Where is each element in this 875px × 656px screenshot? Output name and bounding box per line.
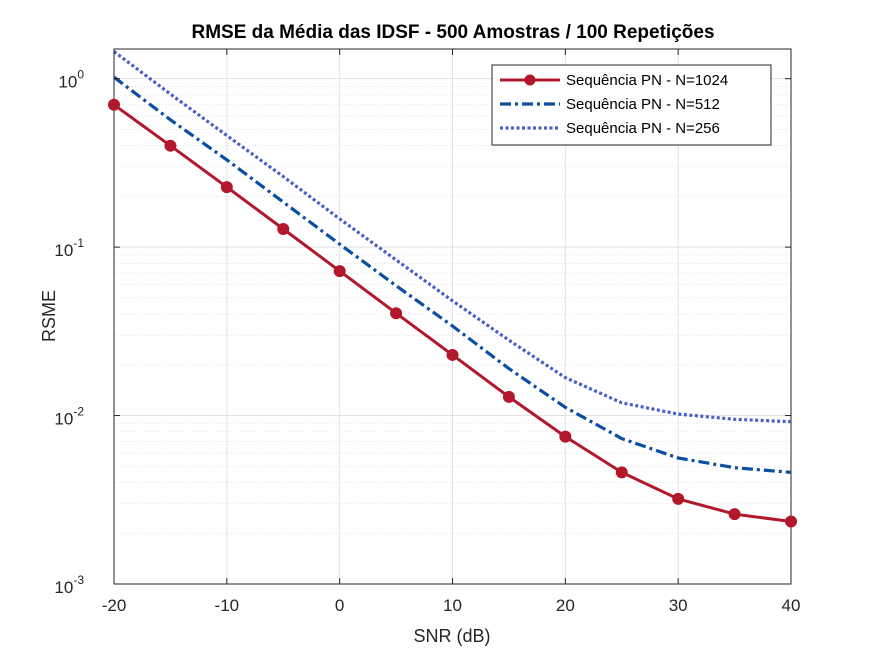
series-line bbox=[113, 50, 792, 424]
data-point bbox=[390, 307, 403, 320]
data-point bbox=[333, 265, 346, 278]
y-tick-label: 10-3 bbox=[54, 573, 84, 597]
data-point bbox=[446, 348, 459, 361]
legend-label: Sequência PN - N=512 bbox=[566, 96, 720, 113]
series-line bbox=[113, 75, 792, 474]
series-layer bbox=[108, 50, 797, 528]
chart-title: RMSE da Média das IDSF - 500 Amostras / … bbox=[191, 22, 714, 43]
y-tick-label: 10-2 bbox=[54, 405, 84, 429]
data-point bbox=[277, 223, 290, 236]
data-point bbox=[502, 390, 515, 403]
x-tick-label: 10 bbox=[443, 596, 462, 615]
legend-label: Sequência PN - N=1024 bbox=[566, 72, 728, 89]
legend-label: Sequência PN - N=256 bbox=[566, 120, 720, 137]
data-point bbox=[785, 515, 797, 528]
data-point bbox=[615, 466, 628, 479]
data-point bbox=[164, 139, 177, 152]
x-tick-label: 0 bbox=[335, 596, 344, 615]
x-tick-label: 40 bbox=[782, 596, 801, 615]
x-tick-label: 30 bbox=[669, 596, 688, 615]
y-axis-label: RSME bbox=[39, 290, 59, 342]
data-point bbox=[220, 181, 233, 194]
data-point bbox=[559, 430, 572, 443]
legend: Sequência PN - N=1024 Sequência PN - N=51… bbox=[491, 64, 772, 146]
series-2 bbox=[113, 75, 792, 474]
data-point bbox=[728, 508, 741, 521]
data-point bbox=[108, 98, 120, 111]
series-1 bbox=[108, 98, 797, 528]
y-tick-label: 100 bbox=[58, 68, 84, 92]
y-axis-ticks: 100 10-1 10-2 10-3 bbox=[54, 68, 791, 597]
series-3 bbox=[113, 50, 792, 424]
x-tick-label: -10 bbox=[215, 596, 240, 615]
legend-marker bbox=[524, 74, 536, 86]
x-tick-label: -20 bbox=[102, 596, 127, 615]
x-tick-label: 20 bbox=[556, 596, 575, 615]
data-point bbox=[672, 492, 685, 505]
y-tick-label: 10-1 bbox=[54, 236, 84, 260]
x-axis-ticks: -20 -10 0 10 20 30 40 bbox=[102, 49, 801, 615]
x-axis-label: SNR (dB) bbox=[413, 626, 490, 646]
